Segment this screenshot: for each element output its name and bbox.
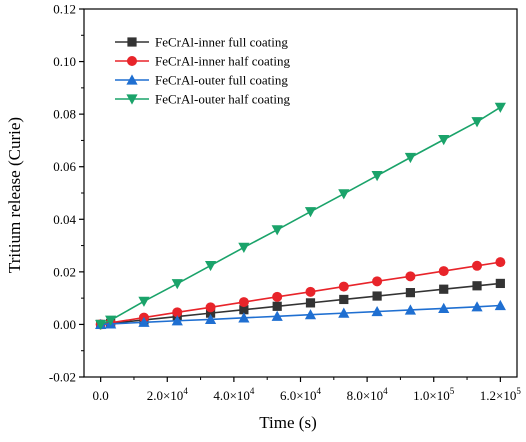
legend-entry: FeCrAl-outer full coating (115, 73, 288, 88)
data-point (105, 315, 117, 326)
legend-marker (126, 74, 138, 85)
data-point (472, 260, 483, 271)
data-point (404, 304, 417, 315)
y-tick-label: 0.10 (53, 54, 76, 69)
data-point (204, 313, 217, 325)
y-axis-title: Tritium release (Curie) (5, 117, 24, 273)
data-point (372, 276, 383, 287)
data-point (171, 279, 183, 290)
y-tick-label: 0.12 (53, 2, 76, 17)
legend-entry: FeCrAl-inner full coating (115, 35, 288, 50)
data-point (438, 135, 450, 146)
x-tick-label: 0.0 (93, 388, 109, 403)
data-point (305, 286, 316, 297)
data-point (204, 260, 217, 272)
data-point (239, 305, 249, 315)
x-tick-label: 1.2×105 (480, 386, 522, 403)
legend-marker (127, 37, 137, 47)
data-point (238, 242, 250, 254)
legend-label: FeCrAl-inner full coating (155, 35, 288, 50)
data-point (172, 307, 183, 318)
data-point (271, 310, 283, 321)
x-tick-label: 6.0×104 (280, 386, 322, 403)
y-tick-label: -0.02 (49, 370, 76, 385)
legend-entry: FeCrAl-inner half coating (115, 54, 291, 69)
data-point (338, 281, 349, 292)
data-point (438, 266, 449, 277)
data-point (471, 301, 483, 312)
series-line (100, 282, 501, 326)
y-tick-label: 0.04 (53, 212, 76, 227)
data-point (404, 152, 417, 164)
data-point (472, 281, 482, 291)
y-tick-label: 0.08 (53, 107, 76, 122)
data-point (304, 207, 317, 218)
y-tick-label: 0.02 (53, 264, 76, 279)
x-tick-label: 8.0×104 (347, 386, 389, 403)
data-point (371, 305, 383, 317)
data-point (205, 302, 216, 313)
x-axis-title: Time (s) (259, 413, 316, 432)
axes: -0.02 0.00 0.02 0.04 0.06 0.08 0.10 0.12 0.0 2.0×… (49, 2, 521, 404)
legend-label: FeCrAl-outer full coating (155, 73, 288, 88)
data-point (372, 291, 382, 301)
data-point (494, 102, 506, 113)
data-point (171, 315, 183, 326)
y-tick-label: 0.00 (53, 317, 76, 332)
data-point (238, 297, 249, 308)
y-tick-label: 0.06 (53, 159, 76, 174)
data-point (338, 189, 350, 200)
x-tick-label: 4.0×104 (213, 386, 255, 403)
data-point (271, 225, 283, 236)
data-point (438, 302, 450, 313)
data-point (471, 117, 483, 128)
legend: FeCrAl-inner full coating FeCrAl-inner ha… (115, 35, 291, 107)
data-point (405, 271, 416, 282)
data-point (371, 171, 383, 182)
data-point (495, 278, 505, 289)
legend-label: FeCrAl-outer half coating (155, 92, 291, 107)
data-point (272, 301, 282, 311)
series-line (100, 261, 501, 326)
data-point (238, 312, 250, 323)
x-tick-label: 1.0×105 (413, 386, 455, 403)
data-point (138, 316, 150, 327)
data-point (338, 307, 350, 318)
data-point (495, 257, 506, 268)
series-line (100, 304, 501, 326)
data-point (205, 308, 216, 318)
legend-marker (126, 94, 138, 105)
series-layer (95, 102, 506, 331)
data-point (304, 309, 317, 320)
data-point (138, 296, 150, 307)
x-tick-label: 2.0×104 (147, 386, 189, 403)
legend-entry: FeCrAl-outer half coating (115, 92, 291, 107)
legend-marker (127, 56, 137, 66)
series-4 (95, 102, 506, 331)
data-point (272, 291, 283, 302)
data-point (439, 284, 449, 294)
data-point (339, 294, 349, 305)
data-point (305, 298, 316, 308)
series-line (100, 106, 501, 326)
data-point (95, 319, 107, 331)
legend-label: FeCrAl-inner half coating (155, 54, 291, 69)
data-point (494, 299, 506, 311)
data-point (405, 288, 416, 298)
